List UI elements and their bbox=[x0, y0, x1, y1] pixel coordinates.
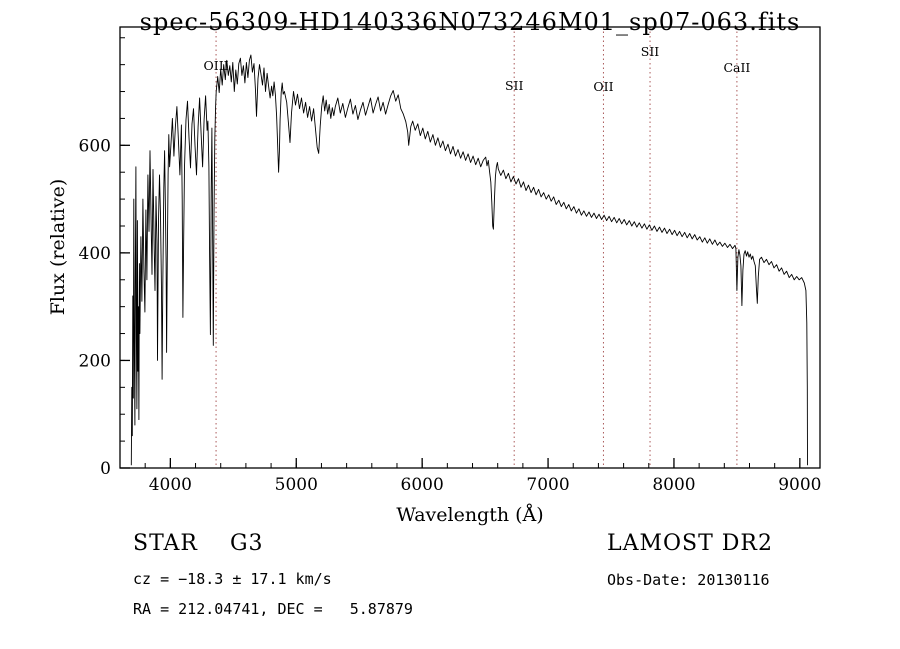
spectral-line-label: SII bbox=[641, 44, 660, 59]
y-tick-label: 600 bbox=[79, 136, 111, 156]
x-tick-label: 8000 bbox=[652, 475, 695, 495]
figure-title: spec-56309-HD140336N073246M01_sp07-063.f… bbox=[139, 8, 801, 36]
ra-dec-text: RA = 212.04741, DEC = 5.87879 bbox=[133, 600, 413, 618]
y-tick-label: 200 bbox=[79, 351, 111, 371]
y-axis-label: Flux (relative) bbox=[47, 178, 69, 316]
y-tick-label: 0 bbox=[100, 459, 111, 479]
y-tick-label: 400 bbox=[79, 244, 111, 264]
x-tick-label: 6000 bbox=[401, 475, 444, 495]
x-axis-label: Wavelength (Å) bbox=[396, 504, 544, 526]
spectral-line-label: OIII bbox=[204, 58, 229, 73]
survey-text: LAMOST DR2 bbox=[607, 531, 773, 556]
obs-date-text: Obs-Date: 20130116 bbox=[607, 571, 770, 589]
object-class-text: STAR G3 bbox=[133, 531, 264, 556]
x-tick-label: 5000 bbox=[275, 475, 318, 495]
cz-text: cz = −18.3 ± 17.1 km/s bbox=[133, 570, 332, 588]
x-tick-label: 9000 bbox=[778, 475, 821, 495]
plot-frame bbox=[119, 26, 821, 469]
spectrum-line bbox=[130, 54, 808, 466]
spectral-line-label: OII bbox=[593, 79, 613, 94]
x-tick-label: 7000 bbox=[526, 475, 569, 495]
spectral-line-label: CaII bbox=[723, 60, 750, 75]
spectral-line-label: SII bbox=[505, 78, 524, 93]
x-tick-label: 4000 bbox=[149, 475, 192, 495]
